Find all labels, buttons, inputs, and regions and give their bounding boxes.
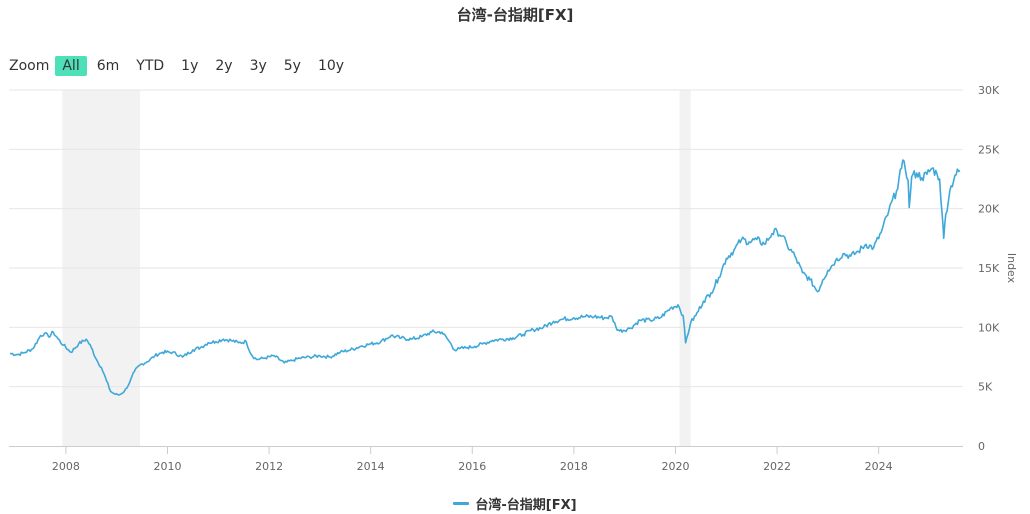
- legend[interactable]: 台湾-台指期[FX]: [0, 494, 1030, 513]
- series-line-0[interactable]: [9, 159, 961, 396]
- x-axis-ticks: 2008 2010 2012 2014 2016 2018 2020 2022 2024: [52, 446, 893, 473]
- series-group: [9, 159, 961, 396]
- y-gridlines: [9, 89, 963, 388]
- zoom-10y-button[interactable]: 10y: [317, 58, 345, 74]
- x-tick-label: 2022: [763, 460, 791, 473]
- y-tick-label: 5K: [978, 381, 993, 394]
- x-tick-label: 2014: [357, 460, 385, 473]
- zoom-1y-button[interactable]: 1y: [181, 58, 199, 74]
- y-tick-label: 10K: [978, 321, 1000, 334]
- legend-swatch: [453, 502, 470, 505]
- x-tick-label: 2012: [255, 460, 283, 473]
- legend-label: 台湾-台指期[FX]: [475, 498, 577, 513]
- y-tick-label: 15K: [978, 262, 1000, 275]
- x-tick-label: 2008: [52, 460, 80, 473]
- y-tick-label: 30K: [978, 84, 1000, 97]
- zoom-3y-button[interactable]: 3y: [249, 58, 267, 74]
- y-tick-label: 0: [978, 440, 985, 453]
- zoom-label: Zoom: [9, 58, 50, 74]
- x-tick-label: 2024: [865, 460, 893, 473]
- y-axis-ticks: 0 5K 10K 15K 20K 25K 30K: [978, 84, 1000, 453]
- x-tick-label: 2016: [458, 460, 486, 473]
- zoom-6m-button[interactable]: 6m: [96, 58, 120, 74]
- zoom-5y-button[interactable]: 5y: [283, 58, 301, 74]
- zoom-selector: Zoom All 6m YTD 1y 2y 3y 5y 10y: [9, 55, 354, 77]
- y-tick-label: 25K: [978, 143, 1000, 156]
- x-tick-label: 2018: [560, 460, 588, 473]
- y-tick-label: 20K: [978, 203, 1000, 216]
- zoom-ytd-button[interactable]: YTD: [136, 58, 165, 74]
- zoom-2y-button[interactable]: 2y: [215, 58, 233, 74]
- zoom-all-button[interactable]: All: [55, 56, 87, 76]
- y-axis-title: Index: [1005, 253, 1018, 284]
- x-tick-label: 2020: [661, 460, 689, 473]
- chart-title: 台湾-台指期[FX]: [456, 6, 574, 24]
- x-tick-label: 2010: [153, 460, 181, 473]
